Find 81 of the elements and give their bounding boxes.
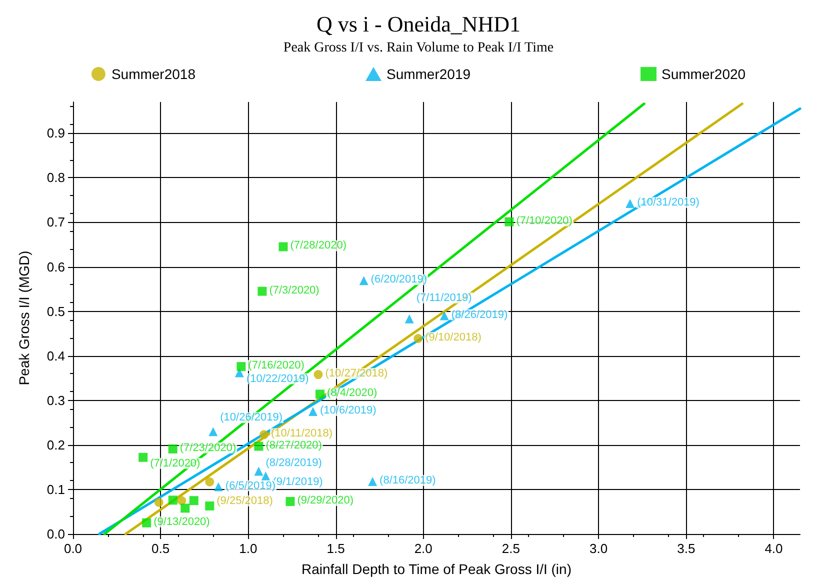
x-tick-label: 3.0: [590, 541, 608, 556]
legend-label: Summer2020: [662, 66, 746, 82]
y-tick-label: 0.9: [46, 126, 65, 141]
data-label: (9/10/2018): [425, 331, 482, 344]
point: [177, 496, 186, 506]
legend-label: Summer2019: [386, 66, 471, 82]
point: [261, 472, 270, 481]
point: [404, 314, 414, 324]
data-label: (9/29/2020): [297, 494, 354, 506]
point: [234, 368, 244, 378]
y-tick-label: 0.8: [46, 170, 65, 186]
data-label: (6/5/2019): [225, 480, 276, 492]
point: [189, 496, 198, 506]
point: [205, 477, 214, 486]
y-tick-label: 0.7: [46, 214, 65, 230]
data-label: (6/20/2019): [370, 274, 428, 286]
point: [254, 466, 264, 476]
data-label: (7/3/2020): [269, 284, 320, 296]
x-axis-title: Rainfall Depth to Time of Peak Gross I/I (in): [302, 561, 572, 577]
point: [180, 504, 190, 513]
data-label: (10/6/2019): [320, 404, 376, 417]
point: [258, 286, 267, 296]
x-tick-label: 2.0: [414, 541, 432, 556]
x-tick-label: 2.5: [502, 541, 520, 556]
y-axis-title: Peak Gross I/I (MGD): [16, 250, 32, 386]
point: [168, 496, 178, 505]
y-tick-label: 0.1: [46, 482, 65, 497]
y-tick-label: 0.6: [46, 259, 65, 274]
point: [236, 362, 246, 372]
data-label: (10/11/2018): [270, 428, 333, 440]
x-tick-label: 4.0: [764, 541, 783, 556]
point: [314, 370, 323, 380]
y-tick-label: 0.0: [46, 526, 65, 542]
point: [168, 444, 178, 454]
point: [286, 496, 295, 506]
data-label: (8/27/2020): [266, 439, 322, 452]
data-label: (7/10/2020): [516, 214, 572, 227]
point: [214, 482, 223, 492]
point: [208, 427, 218, 436]
point: [259, 430, 268, 440]
data-label: (7/23/2020): [180, 442, 236, 454]
point: [138, 452, 148, 462]
point: [308, 407, 318, 416]
data-label: (9/13/2020): [154, 516, 210, 528]
x-tick-label: 3.5: [677, 541, 696, 556]
y-tick-label: 0.3: [46, 392, 65, 408]
data-label: (10/22/2019): [246, 372, 309, 385]
data-label: (8/4/2020): [327, 387, 378, 400]
y-tick-label: 0.2: [46, 437, 65, 452]
point: [440, 311, 449, 320]
y-tick-label: 0.5: [46, 304, 65, 319]
point: [154, 498, 164, 507]
point: [254, 442, 264, 451]
data-label: (10/27/2018): [325, 368, 388, 380]
data-label: (7/11/2019): [416, 292, 472, 304]
data-label: (8/26/2019): [451, 308, 508, 321]
x-tick-label: 1.0: [239, 541, 258, 556]
y-tick-label: 0.4: [46, 348, 65, 364]
data-label: (10/31/2019): [637, 196, 700, 209]
legend-label: Summer2018: [111, 66, 196, 82]
data-label: (7/1/2020): [150, 457, 200, 470]
data-label: (7/16/2020): [248, 360, 304, 372]
point: [278, 242, 288, 252]
data-label: (10/26/2019): [220, 412, 283, 424]
data-label: (8/28/2019): [266, 457, 322, 470]
chart-title: Q vs i - Oneida_NHD1: [316, 12, 521, 36]
point: [368, 476, 378, 486]
chart-subtitle: Peak Gross I/I vs. Rain Volume to Peak I/I Time: [283, 40, 554, 56]
point: [414, 334, 423, 343]
data-label: (9/25/2018): [216, 494, 273, 507]
x-tick-label: 0.0: [64, 541, 82, 556]
point: [142, 518, 152, 528]
point: [504, 217, 514, 226]
x-tick-label: 0.5: [152, 541, 170, 556]
data-label: (8/16/2019): [380, 474, 436, 486]
point: [626, 199, 635, 208]
x-tick-label: 1.5: [326, 541, 345, 556]
point: [205, 501, 214, 510]
point: [316, 390, 325, 399]
data-label: (7/28/2020): [290, 240, 346, 252]
point: [359, 276, 368, 286]
